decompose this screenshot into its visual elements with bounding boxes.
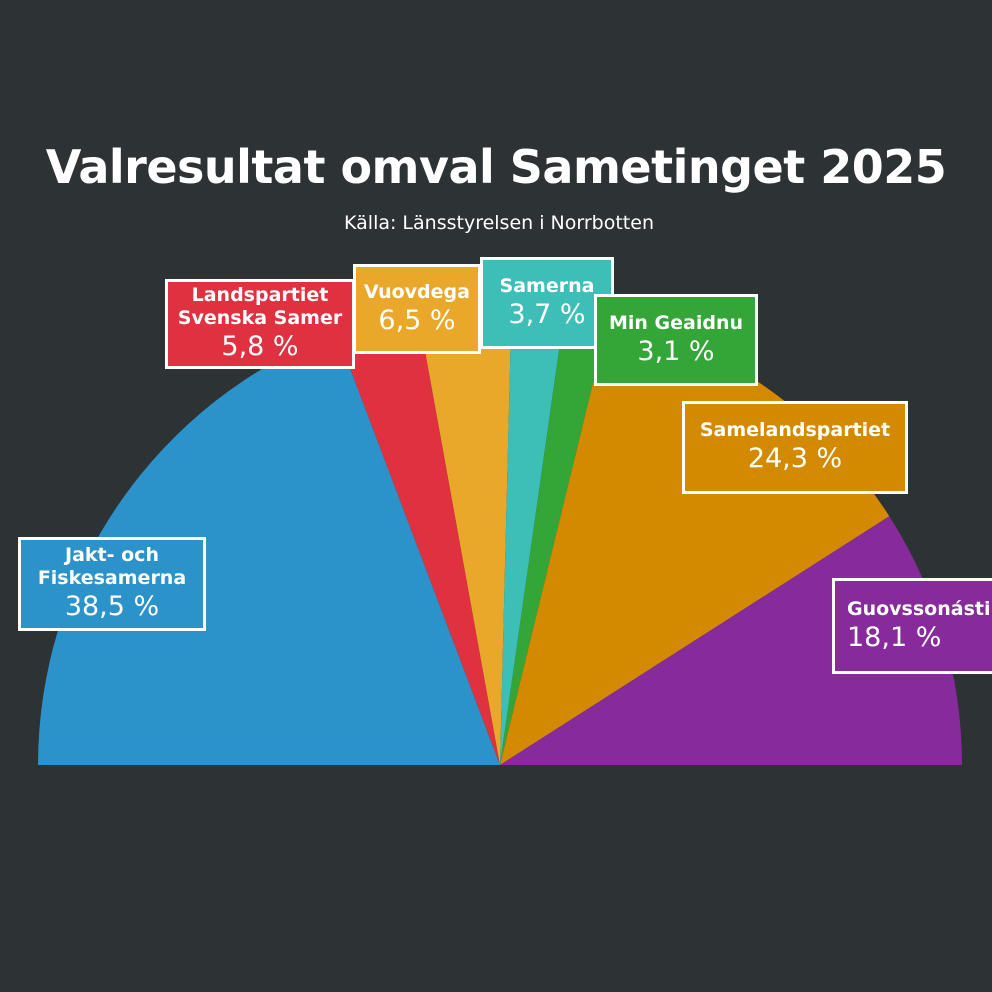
slice-label: Samelandspartiet 24,3 %: [682, 401, 908, 494]
slice-label-name: Guovssonásti: [847, 597, 991, 620]
slice-label-value: 3,1 %: [637, 335, 715, 367]
chart-title: Valresultat omval Sametinget 2025: [45, 140, 947, 194]
slice-label: Landspartiet Svenska Samer 5,8 %: [165, 279, 355, 369]
slice-label-name: Jakt- och Fiskesamerna: [37, 544, 187, 589]
slice-jakt-och-fiskesamerna: [38, 332, 500, 765]
slice-label-value: 5,8 %: [221, 331, 299, 362]
slice-label-value: 6,5 %: [378, 304, 456, 336]
slice-label-name: Vuovdega: [364, 280, 470, 303]
slice-label-value: 18,1 %: [847, 621, 942, 653]
slice-label-name: Samerna: [499, 274, 595, 297]
chart-source: Källa: Länsstyrelsen i Norrbotten: [344, 212, 654, 234]
slice-label: Vuovdega 6,5 %: [353, 264, 481, 354]
slice-label: Min Geaidnu 3,1 %: [594, 294, 758, 386]
slice-label-value: 24,3 %: [747, 443, 843, 474]
slice-vuovdega: [417, 303, 512, 765]
slice-label-name: Landspartiet Svenska Samer: [177, 284, 343, 329]
slice-landspartiet-svenska-samer: [336, 310, 500, 765]
slice-label-value: 38,5 %: [64, 591, 160, 622]
slice-label: Guovssonásti 18,1 %: [832, 578, 992, 674]
slice-label: Jakt- och Fiskesamerna 38,5 %: [18, 537, 206, 631]
slice-label-name: Min Geaidnu: [608, 311, 744, 334]
slice-label-name: Samelandspartiet: [699, 419, 891, 441]
slice-label-value: 3,7 %: [508, 298, 586, 330]
slice-min-geaidnu: [500, 307, 610, 765]
slice-samerna: [500, 303, 566, 765]
slice-label: Samerna 3,7 %: [480, 257, 614, 349]
